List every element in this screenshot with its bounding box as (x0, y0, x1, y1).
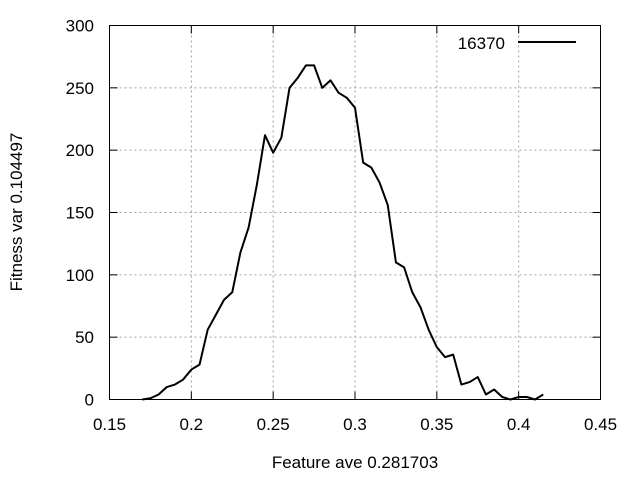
x-tick-label: 0.25 (257, 415, 290, 434)
plot-frame (109, 25, 601, 400)
legend: 16370 (458, 34, 576, 53)
x-tick-label: 0.3 (343, 415, 367, 434)
axis-ticks (109, 25, 601, 400)
x-axis-label: Feature ave 0.281703 (272, 453, 438, 472)
x-tick-label: 0.35 (420, 415, 453, 434)
y-tick-label: 100 (66, 266, 94, 285)
series-layer (142, 64, 544, 401)
y-tick-label: 0 (85, 391, 94, 410)
y-tick-label: 200 (66, 141, 94, 160)
x-tick-label: 0.2 (180, 415, 204, 434)
x-tick-label: 0.4 (507, 415, 531, 434)
y-axis-label: Fitness var 0.104497 (7, 133, 26, 292)
y-tick-label: 150 (66, 204, 94, 223)
grid (109, 25, 601, 400)
series-line-16370 (142, 64, 544, 401)
x-tick-label: 0.45 (584, 415, 617, 434)
tick-labels: 0.15 0.2 0.25 0.3 0.35 0.4 0.45 0 50 100 150 200 250… (66, 17, 617, 435)
y-tick-label: 250 (66, 79, 94, 98)
legend-label-series: 16370 (458, 34, 505, 53)
y-tick-label: 50 (75, 328, 94, 347)
x-tick-label: 0.15 (93, 415, 126, 434)
y-tick-label: 300 (66, 17, 94, 36)
